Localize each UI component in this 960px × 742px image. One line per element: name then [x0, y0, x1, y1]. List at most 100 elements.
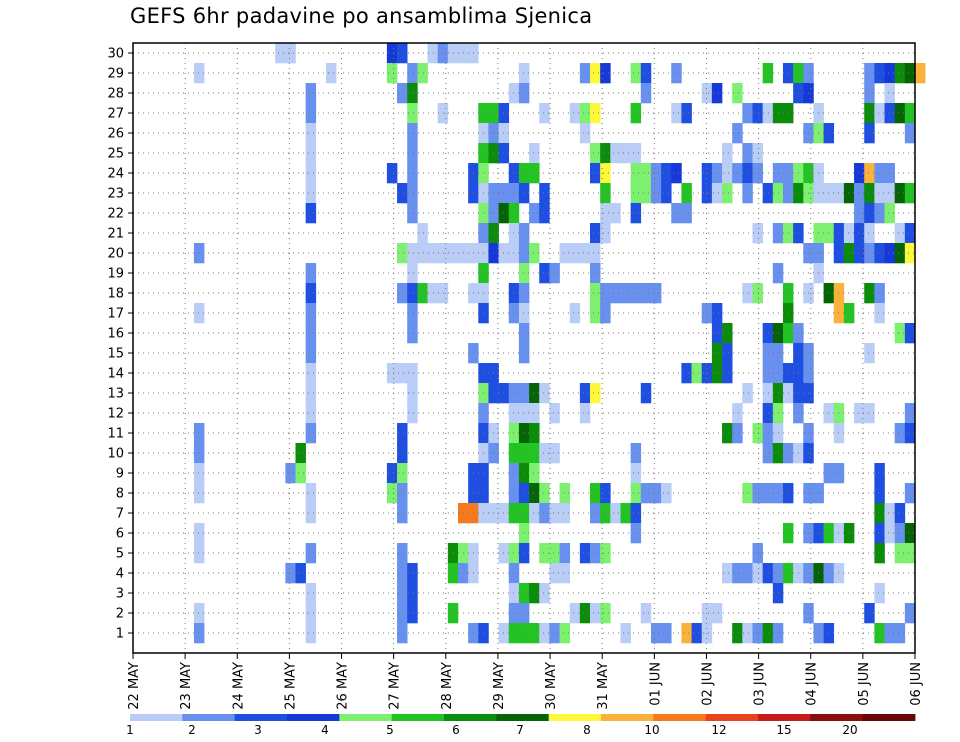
- y-tick-label: 3: [116, 587, 124, 602]
- heatmap-cell: [711, 303, 723, 324]
- heatmap-cell: [397, 363, 408, 384]
- plot-area: [132, 42, 926, 654]
- heatmap-cell: [894, 523, 906, 544]
- heatmap-cell: [397, 83, 408, 104]
- legend-label: 20: [842, 723, 857, 737]
- heatmap-cell: [193, 243, 205, 264]
- heatmap-cell: [894, 623, 906, 644]
- heatmap-cell: [640, 163, 652, 184]
- y-tick-label: 23: [107, 187, 124, 202]
- heatmap-cell: [427, 283, 438, 304]
- heatmap-cell: [305, 283, 317, 304]
- heatmap-cell: [305, 343, 317, 364]
- heatmap-cell: [590, 103, 601, 124]
- heatmap-cell: [752, 563, 763, 584]
- heatmap-cell: [305, 83, 317, 104]
- heatmap-cell: [864, 63, 875, 84]
- heatmap-cell: [874, 203, 885, 224]
- heatmap-cell: [529, 583, 540, 604]
- heatmap-cell: [549, 503, 560, 524]
- heatmap-cell: [681, 623, 692, 644]
- heatmap-cell: [864, 183, 875, 204]
- heatmap-cell: [640, 383, 652, 404]
- heatmap-cell: [397, 243, 408, 264]
- heatmap-cell: [529, 403, 540, 424]
- heatmap-cell: [305, 383, 317, 404]
- heatmap-cell: [640, 483, 652, 504]
- heatmap-cell: [671, 63, 682, 84]
- heatmap-cell: [732, 403, 743, 424]
- heatmap-cell: [904, 243, 916, 264]
- heatmap-cell: [529, 443, 540, 464]
- heatmap-cell: [762, 343, 774, 364]
- heatmap-cell: [843, 243, 855, 264]
- heatmap-cell: [549, 623, 560, 644]
- legend-swatch: [653, 714, 707, 721]
- y-tick-label: 12: [107, 407, 124, 422]
- heatmap-cell: [762, 563, 774, 584]
- heatmap-cell: [620, 623, 631, 644]
- heatmap-cell: [397, 283, 408, 304]
- heatmap-cell: [884, 103, 895, 124]
- heatmap-cell: [437, 283, 449, 304]
- heatmap-cell: [407, 243, 418, 264]
- heatmap-cell: [752, 283, 763, 304]
- heatmap-cell: [549, 403, 560, 424]
- heatmap-cell: [884, 63, 895, 84]
- heatmap-cell: [518, 423, 530, 444]
- x-tick-label: 01 JUN: [648, 662, 663, 706]
- chart-title: GEFS 6hr padavine po ansamblima Sjenica: [130, 4, 593, 28]
- heatmap-cell: [407, 563, 418, 584]
- y-tick-label: 24: [107, 167, 124, 182]
- heatmap-cell: [874, 483, 885, 504]
- heatmap-cell: [559, 563, 571, 584]
- legend-label: 5: [386, 723, 394, 737]
- heatmap-cell: [650, 483, 662, 504]
- legend-label: 3: [254, 723, 262, 737]
- heatmap-cell: [305, 263, 317, 284]
- heatmap-cell: [518, 583, 530, 604]
- heatmap-cell: [742, 623, 753, 644]
- heatmap-cell: [742, 183, 753, 204]
- heatmap-cell: [518, 223, 530, 244]
- heatmap-cell: [874, 283, 885, 304]
- legend-label: 12: [711, 723, 726, 737]
- heatmap-cell: [590, 63, 601, 84]
- heatmap-cell: [417, 283, 428, 304]
- heatmap-cell: [193, 523, 205, 544]
- legend-swatch: [130, 714, 183, 721]
- heatmap-cell: [407, 303, 418, 324]
- heatmap-cell: [600, 223, 611, 244]
- y-tick-label: 1: [116, 627, 124, 642]
- heatmap-cell: [305, 203, 317, 224]
- heatmap-cell: [529, 623, 540, 644]
- heatmap-cell: [417, 223, 428, 244]
- heatmap-cell: [874, 63, 885, 84]
- heatmap-cell: [894, 103, 906, 124]
- heatmap-cell: [407, 283, 418, 304]
- legend-swatch: [182, 714, 236, 721]
- heatmap-cell: [894, 423, 906, 444]
- heatmap-cell: [650, 183, 662, 204]
- heatmap-cell: [193, 443, 205, 464]
- heatmap-cell: [518, 243, 530, 264]
- heatmap-cell: [569, 103, 581, 124]
- heatmap-cell: [386, 43, 398, 64]
- heatmap-cell: [397, 423, 408, 444]
- heatmap-cell: [742, 483, 753, 504]
- heatmap-cell: [600, 503, 611, 524]
- heatmap-cell: [579, 63, 591, 84]
- heatmap-cell: [579, 383, 591, 404]
- heatmap-cell: [539, 383, 550, 404]
- heatmap-cell: [559, 483, 571, 504]
- heatmap-cell: [407, 163, 418, 184]
- heatmap-cell: [732, 623, 743, 644]
- y-tick-label: 9: [116, 467, 124, 482]
- heatmap-cell: [518, 483, 530, 504]
- y-tick-label: 15: [107, 347, 124, 362]
- heatmap-cell: [742, 163, 753, 184]
- heatmap-cell: [305, 303, 317, 324]
- heatmap-cell: [894, 183, 906, 204]
- heatmap-cell: [559, 243, 571, 264]
- y-tick-label: 2: [116, 607, 124, 622]
